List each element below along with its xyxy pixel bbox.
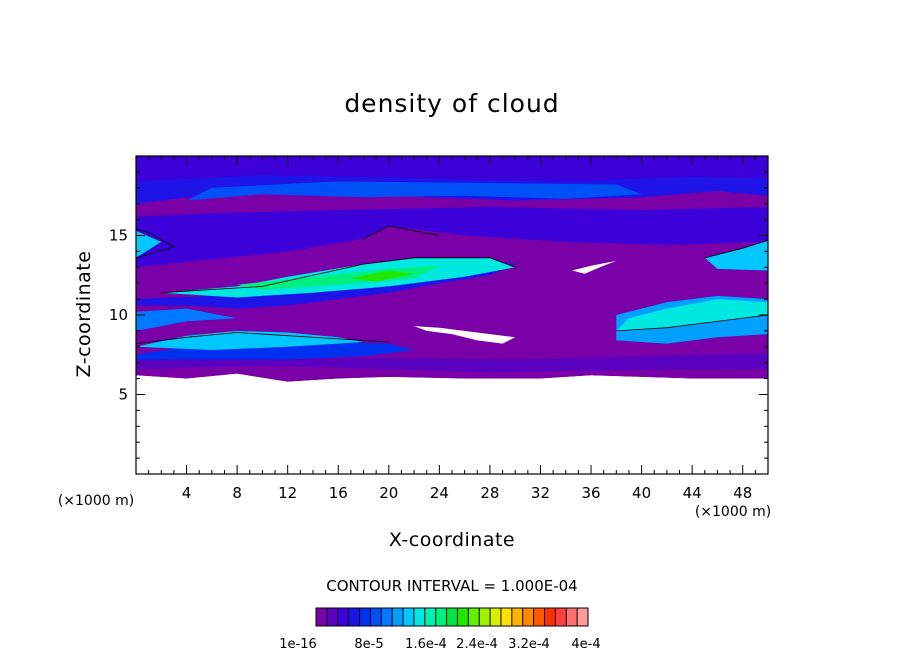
x-tick-label: 4 (182, 484, 192, 502)
field-band-midupper (136, 206, 768, 268)
field-right-teal (704, 240, 768, 271)
colorbar-swatch (413, 608, 426, 626)
y-axis-ticks: 5 10 15 (109, 171, 768, 459)
plot-area (136, 156, 768, 474)
x-tick-label: 12 (278, 484, 297, 502)
colorbar-tick-labels: 1e-16 8e-5 1.6e-4 2.4e-4 3.2e-4 4e-4 (279, 637, 600, 652)
colorbar-tick-label: 1e-16 (279, 637, 317, 652)
x-axis-unit: (×1000 m) (695, 504, 771, 520)
colorbar-swatch (511, 608, 524, 626)
colorbar-frame (315, 607, 589, 627)
field-gap-left (414, 326, 516, 344)
x-tick-label: 16 (329, 484, 348, 502)
colorbar-swatch (533, 608, 545, 626)
x-axis-ticks: 4 8 12 16 20 24 28 32 36 40 44 48 (148, 156, 756, 502)
colorbar-swatch (457, 608, 469, 626)
contour-left-teal (136, 228, 175, 259)
field-bottom-band (136, 353, 768, 373)
colorbar-swatch (490, 608, 502, 626)
field-ground-empty (136, 373, 768, 474)
colorbar-swatch (577, 608, 589, 626)
colorbar-tick-label: 1.6e-4 (405, 637, 447, 652)
colorbar-swatch (316, 608, 328, 626)
contour-lower-left (136, 332, 389, 344)
x-tick-label: 32 (531, 484, 550, 502)
colorbar-swatch (446, 608, 458, 626)
field-band-upper-core (186, 181, 642, 201)
x-tick-label: 24 (430, 484, 449, 502)
contour-upper-bump (363, 225, 440, 240)
colorbar-swatch (522, 608, 534, 626)
field-lower-left (136, 308, 238, 331)
contour-interval-label: CONTOUR INTERVAL = 1.000E-04 (326, 577, 577, 595)
y-axis-label: Z-coordinate (73, 251, 95, 378)
y-tick-label: 5 (118, 386, 128, 404)
field-right-teal-lower (616, 299, 768, 331)
x-tick-label: 8 (232, 484, 242, 502)
contour-lines (136, 225, 768, 344)
colorbar-swatch (392, 608, 404, 626)
contour-core (161, 257, 516, 294)
y-tick-label: 15 (109, 227, 128, 245)
x-tick-label: 36 (581, 484, 600, 502)
colorbar-swatch (500, 608, 513, 626)
field-left-teal (136, 230, 162, 258)
contour-right-upper (704, 239, 768, 259)
x-tick-label: 20 (379, 484, 398, 502)
colorbar-swatch (348, 608, 360, 626)
x-tick-label: 28 (480, 484, 499, 502)
colorbar-swatch (337, 608, 349, 626)
x-tick-label: 48 (733, 484, 752, 502)
colorbar-tick-label: 3.2e-4 (508, 637, 550, 652)
colorbar-tick-label: 2.4e-4 (456, 637, 498, 652)
field-core-bright (350, 270, 415, 282)
colorbar-swatch (403, 608, 415, 626)
colorbar-swatch (359, 608, 371, 626)
field-lower-teal (136, 330, 364, 350)
colorbar-swatch (435, 608, 447, 626)
x-tick-label: 40 (632, 484, 651, 502)
cloud-density-field (136, 156, 768, 474)
colorbar-tick-label: 8e-5 (354, 637, 383, 652)
colorbar-swatch (370, 608, 382, 626)
x-axis-label: X-coordinate (389, 529, 515, 551)
colorbar-swatch (479, 608, 491, 626)
x-tick-label: 44 (683, 484, 702, 502)
field-band-top (136, 156, 768, 182)
contour-right-lower (616, 314, 768, 332)
colorbar-swatch (381, 608, 393, 626)
colorbar (315, 607, 589, 627)
chart-title: density of cloud (344, 89, 559, 118)
field-gap-right (572, 260, 617, 274)
colorbar-swatch (555, 608, 567, 626)
colorbar-tick-label: 4e-4 (571, 637, 600, 652)
colorbar-swatch (468, 608, 480, 626)
colorbar-swatch (566, 608, 578, 626)
y-tick-label: 10 (109, 306, 128, 324)
colorbar-swatch (544, 608, 556, 626)
colorbar-swatch (424, 608, 436, 626)
y-axis-unit: (×1000 m) (58, 493, 134, 509)
colorbar-swatch (326, 608, 339, 626)
